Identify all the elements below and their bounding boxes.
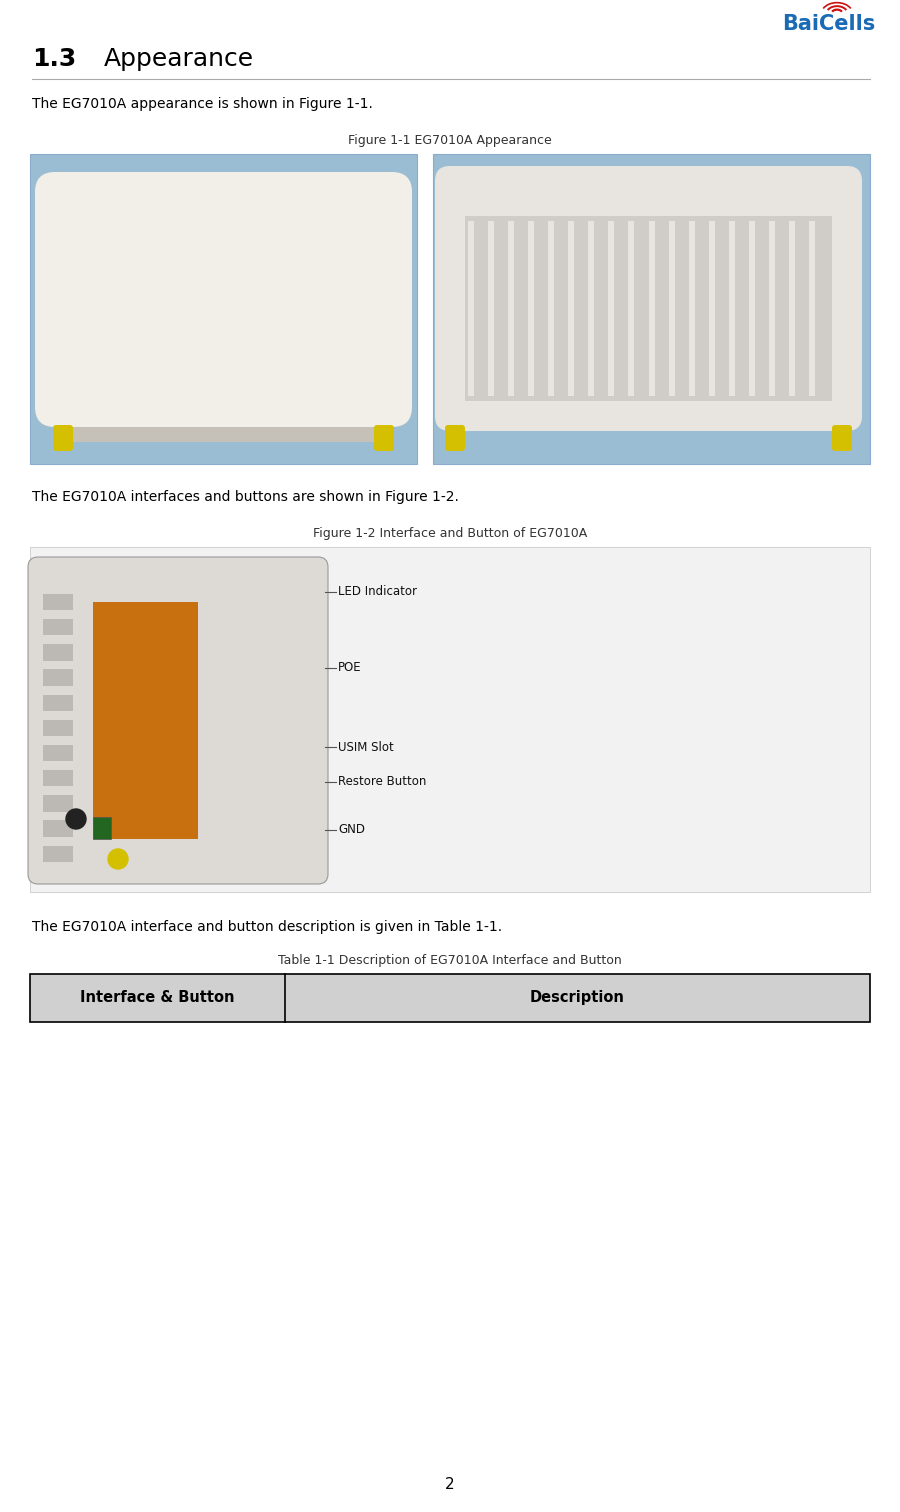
Bar — [465, 216, 832, 401]
FancyBboxPatch shape — [435, 166, 862, 431]
Bar — [43, 845, 73, 862]
Text: Figure 1-1 EG7010A Appearance: Figure 1-1 EG7010A Appearance — [348, 135, 552, 147]
Bar — [589, 221, 594, 396]
Text: The EG7010A interfaces and buttons are shown in Figure 1-2.: The EG7010A interfaces and buttons are s… — [32, 490, 459, 503]
Text: Appearance: Appearance — [104, 47, 254, 71]
Text: Description: Description — [530, 990, 625, 1005]
FancyBboxPatch shape — [35, 172, 412, 426]
Bar — [628, 221, 634, 396]
Bar — [43, 770, 73, 786]
Text: USIM Slot: USIM Slot — [338, 741, 394, 753]
FancyBboxPatch shape — [28, 556, 328, 885]
Text: The EG7010A appearance is shown in Figure 1-1.: The EG7010A appearance is shown in Figur… — [32, 97, 373, 110]
Bar — [809, 221, 814, 396]
FancyBboxPatch shape — [374, 425, 394, 451]
FancyBboxPatch shape — [433, 154, 870, 464]
Bar — [528, 221, 535, 396]
FancyBboxPatch shape — [445, 425, 465, 451]
Bar — [43, 670, 73, 686]
Text: The EG7010A interface and button description is given in Table 1-1.: The EG7010A interface and button descrip… — [32, 919, 502, 934]
Bar — [43, 795, 73, 812]
Bar — [55, 402, 392, 442]
Bar — [30, 547, 870, 892]
Text: 2: 2 — [446, 1477, 454, 1492]
Bar — [548, 221, 554, 396]
Text: BaiCells: BaiCells — [782, 14, 875, 33]
Bar — [43, 720, 73, 736]
FancyBboxPatch shape — [53, 425, 73, 451]
Bar — [608, 221, 615, 396]
Bar — [30, 974, 870, 1022]
Bar — [43, 821, 73, 836]
Text: Table 1-1 Description of EG7010A Interface and Button: Table 1-1 Description of EG7010A Interfa… — [278, 954, 622, 968]
Bar — [508, 221, 514, 396]
Text: Restore Button: Restore Button — [338, 776, 427, 788]
FancyBboxPatch shape — [93, 602, 198, 839]
Bar — [669, 221, 675, 396]
Circle shape — [66, 809, 86, 829]
Bar — [649, 221, 654, 396]
Circle shape — [108, 850, 128, 869]
Bar — [708, 221, 715, 396]
Text: GND: GND — [338, 824, 365, 836]
Bar — [43, 594, 73, 611]
Bar — [488, 221, 494, 396]
Text: POE: POE — [338, 661, 362, 674]
Bar — [43, 644, 73, 661]
Bar — [43, 618, 73, 635]
Text: LED Indicator: LED Indicator — [338, 585, 417, 599]
Bar — [568, 221, 574, 396]
Bar — [93, 816, 111, 839]
Bar — [43, 745, 73, 761]
Text: Figure 1-2 Interface and Button of EG7010A: Figure 1-2 Interface and Button of EG701… — [313, 528, 587, 540]
Bar — [688, 221, 695, 396]
Bar — [749, 221, 755, 396]
Bar — [729, 221, 734, 396]
Bar — [43, 694, 73, 711]
Bar — [468, 221, 474, 396]
Bar — [769, 221, 775, 396]
FancyBboxPatch shape — [30, 154, 417, 464]
Bar — [789, 221, 795, 396]
FancyBboxPatch shape — [832, 425, 852, 451]
Text: 1.3: 1.3 — [32, 47, 76, 71]
Text: Interface & Button: Interface & Button — [80, 990, 235, 1005]
